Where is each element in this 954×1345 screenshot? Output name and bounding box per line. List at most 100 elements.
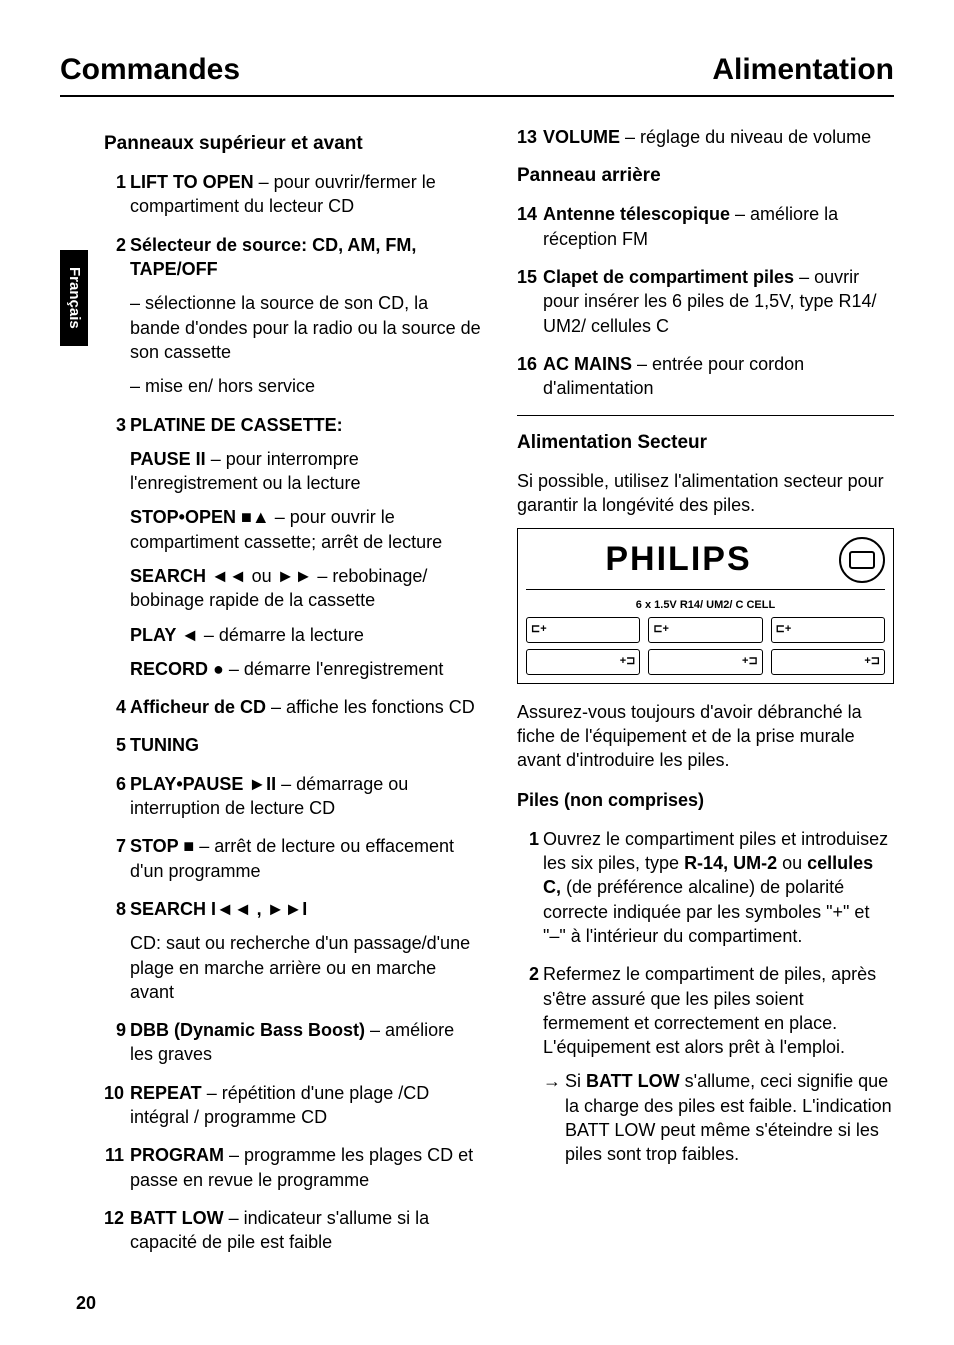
item-number: 9 xyxy=(100,1018,126,1042)
battery-cell: +⊐ xyxy=(526,649,640,675)
item-lead: Antenne télescopique xyxy=(543,204,730,224)
item-desc: – réglage du niveau de volume xyxy=(620,127,871,147)
list-item: 12BATT LOW – indicateur s'allume si la c… xyxy=(104,1206,481,1255)
arrow-bold: BATT LOW xyxy=(586,1071,680,1091)
item-number: 5 xyxy=(100,733,126,757)
sub-text: – démarre la lecture xyxy=(199,625,364,645)
sub-bold: PAUSE II xyxy=(130,449,206,469)
section-divider xyxy=(517,415,894,416)
list-item: 6PLAY•PAUSE ►II – démarrage ou interrupt… xyxy=(104,772,481,821)
page-number: 20 xyxy=(76,1291,96,1315)
item-lead: Sélecteur de source: CD, AM, FM, TAPE/OF… xyxy=(130,235,416,279)
header-left: Commandes xyxy=(60,50,240,91)
item-lead: TUNING xyxy=(130,735,199,755)
sub-bold: SEARCH ◄◄ xyxy=(130,566,247,586)
sub-bold: PLAY ◄ xyxy=(130,625,199,645)
item-lead: PROGRAM xyxy=(130,1145,224,1165)
item-lead: SEARCH I◄◄ , ►►I xyxy=(130,899,307,919)
list-item: 10REPEAT – répétition d'une plage /CD in… xyxy=(104,1081,481,1130)
content-columns: Panneaux supérieur et avant 1 LIFT TO OP… xyxy=(60,125,894,1269)
item-lead: BATT LOW xyxy=(130,1208,224,1228)
language-tab: Français xyxy=(60,250,88,346)
battery-cell: ⊏+ xyxy=(526,617,640,643)
list-item: 2 Sélecteur de source: CD, AM, FM, TAPE/… xyxy=(104,233,481,399)
item-number: 8 xyxy=(100,897,126,921)
list-item: 9DBB (Dynamic Bass Boost) – améliore les… xyxy=(104,1018,481,1067)
list-item: 5TUNING xyxy=(104,733,481,757)
piles-list: 1 Ouvrez le compartiment piles et introd… xyxy=(517,827,894,1167)
language-tab-label: Français xyxy=(64,267,84,329)
list-item: 13VOLUME – réglage du niveau de volume xyxy=(517,125,894,149)
sub-bold: STOP•OPEN ■▲ xyxy=(130,507,270,527)
item-number: 15 xyxy=(503,265,537,289)
sub-text: – démarre l'enregistrement xyxy=(224,659,444,679)
list-item: 7STOP ■ – arrêt de lecture ou effacement… xyxy=(104,834,481,883)
pile-b1: R-14, UM-2 xyxy=(684,853,777,873)
controls-list: 1 LIFT TO OPEN – pour ouvrir/fermer le c… xyxy=(104,170,481,1254)
page-header: Commandes Alimentation xyxy=(60,50,894,97)
item-number: 16 xyxy=(503,352,537,376)
item-number: 3 xyxy=(100,413,126,437)
item-lead: VOLUME xyxy=(543,127,620,147)
item-number: 1 xyxy=(513,827,539,851)
sub-mid: ou xyxy=(247,566,277,586)
item-sub: CD: saut ou recherche d'un passage/d'une… xyxy=(130,931,481,1004)
item-desc: – affiche les fonctions CD xyxy=(266,697,475,717)
battery-cells: ⊏+ ⊏+ ⊏+ +⊐ +⊐ +⊐ xyxy=(526,617,885,675)
list-item: 1 LIFT TO OPEN – pour ouvrir/fermer le c… xyxy=(104,170,481,219)
item-number: 2 xyxy=(100,233,126,257)
sub-bold: RECORD ● xyxy=(130,659,224,679)
item-lead: Clapet de compartiment piles xyxy=(543,267,794,287)
item-lead: LIFT TO OPEN xyxy=(130,172,254,192)
item-number: 12 xyxy=(90,1206,124,1230)
item-lead: PLAY•PAUSE ►II xyxy=(130,774,276,794)
item-sub: – mise en/ hors service xyxy=(130,374,481,398)
alimentation-after: Assurez-vous toujours d'avoir débranché … xyxy=(517,700,894,773)
item-lead: PLATINE DE CASSETTE: xyxy=(130,415,343,435)
left-section-heading: Panneaux supérieur et avant xyxy=(104,131,481,157)
list-item: 8SEARCH I◄◄ , ►►ICD: saut ou recherche d… xyxy=(104,897,481,1004)
item-lead: REPEAT xyxy=(130,1083,202,1103)
battery-cell: +⊐ xyxy=(648,649,762,675)
battery-spec-label: 6 x 1.5V R14/ UM2/ C CELL xyxy=(526,598,885,613)
pile-post: (de préférence alcaline) de polarité cor… xyxy=(543,877,869,946)
arrow-pre: Si xyxy=(565,1071,586,1091)
power-socket-icon xyxy=(839,537,885,583)
list-item: 3 PLATINE DE CASSETTE: PAUSE II – pour i… xyxy=(104,413,481,682)
item-number: 2 xyxy=(513,962,539,986)
right-column: 13VOLUME – réglage du niveau de volume P… xyxy=(517,125,894,1269)
item-number: 10 xyxy=(90,1081,124,1105)
list-item: 11PROGRAM – programme les plages CD et p… xyxy=(104,1143,481,1192)
item-lead: DBB (Dynamic Bass Boost) xyxy=(130,1020,365,1040)
brand-logo-text: PHILIPS xyxy=(526,537,831,583)
battery-cell: +⊐ xyxy=(771,649,885,675)
header-right: Alimentation xyxy=(712,50,894,91)
list-item: 15Clapet de compartiment piles – ouvrir … xyxy=(517,265,894,338)
list-item: 16AC MAINS – entrée pour cordon d'alimen… xyxy=(517,352,894,401)
item-lead: STOP ■ xyxy=(130,836,194,856)
item-number: 4 xyxy=(100,695,126,719)
rear-panel-list: 14Antenne télescopique – améliore la réc… xyxy=(517,202,894,400)
list-item: 1 Ouvrez le compartiment piles et introd… xyxy=(517,827,894,948)
list-item: 14Antenne télescopique – améliore la réc… xyxy=(517,202,894,251)
list-item: 4Afficheur de CD – affiche les fonctions… xyxy=(104,695,481,719)
item-number: 6 xyxy=(100,772,126,796)
right-sub-heading: Panneau arrière xyxy=(517,163,894,189)
item-number: 7 xyxy=(100,834,126,858)
alimentation-heading: Alimentation Secteur xyxy=(517,430,894,456)
item-lead: AC MAINS xyxy=(543,354,632,374)
piles-heading: Piles (non comprises) xyxy=(517,788,894,812)
item-number: 1 xyxy=(100,170,126,194)
battery-cell: ⊏+ xyxy=(648,617,762,643)
battery-cell: ⊏+ xyxy=(771,617,885,643)
pile-mid: ou xyxy=(777,853,807,873)
sub-bold2: ►► xyxy=(277,566,313,586)
item-lead: Afficheur de CD xyxy=(130,697,266,717)
right-top-list: 13VOLUME – réglage du niveau de volume xyxy=(517,125,894,149)
item-sub: – sélectionne la source de son CD, la ba… xyxy=(130,291,481,364)
item-number: 13 xyxy=(503,125,537,149)
alimentation-intro: Si possible, utilisez l'alimentation sec… xyxy=(517,469,894,518)
pile-pre: Refermez le compartiment de piles, après… xyxy=(543,964,876,1057)
left-column: Panneaux supérieur et avant 1 LIFT TO OP… xyxy=(60,125,481,1269)
diagram-top: PHILIPS xyxy=(526,537,885,590)
